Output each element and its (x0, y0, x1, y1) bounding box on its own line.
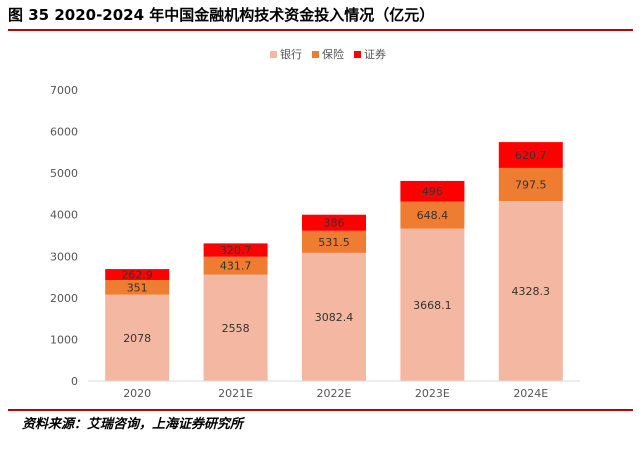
bar-segment (400, 180, 465, 202)
bar-segment (302, 214, 366, 231)
y-tick-label: 0 (71, 375, 78, 388)
legend-swatch (312, 51, 319, 58)
legend-label: 银行 (280, 47, 302, 61)
data-label: 3082.4 (315, 311, 354, 324)
x-tick-label: 2022E (317, 387, 352, 400)
data-label: 320.7 (220, 244, 252, 257)
bar-segment (400, 228, 465, 381)
y-tick-label: 1000 (50, 333, 78, 346)
data-label: 496 (422, 185, 443, 198)
y-tick-label: 5000 (50, 167, 78, 180)
bar-segment (498, 201, 563, 381)
y-tick-label: 3000 (50, 250, 78, 263)
data-label: 431.7 (220, 260, 252, 273)
bar-segment (105, 280, 170, 295)
legend-swatch (354, 51, 361, 58)
title-rule (8, 29, 633, 31)
data-label: 386 (324, 217, 345, 230)
data-label: 2078 (123, 332, 151, 345)
y-tick-label: 6000 (50, 126, 78, 139)
bar-segment (203, 256, 268, 275)
bar-segment (302, 230, 366, 253)
chart-legend: 银行 保险 证券 (270, 47, 386, 61)
data-label: 620.7 (515, 149, 547, 162)
bar-segment (400, 201, 465, 229)
legend-swatch (270, 51, 277, 58)
data-label: 2558 (222, 322, 250, 335)
bar-segment (203, 243, 268, 257)
legend-label: 保险 (322, 47, 344, 61)
data-label: 3668.1 (413, 299, 452, 312)
x-tick-label: 2021E (218, 387, 253, 400)
y-axis: 0 1000 2000 3000 4000 5000 6000 7000 (50, 84, 78, 388)
x-axis: 2020 2021E 2022E 2023E 2024E (88, 380, 580, 400)
bar-segment (105, 269, 170, 281)
bar-segment (498, 167, 563, 202)
y-tick-label: 7000 (50, 84, 78, 97)
x-tick-label: 2023E (415, 387, 450, 400)
data-label: 262.9 (121, 269, 153, 282)
y-tick-label: 4000 (50, 209, 78, 222)
bar-segment (302, 252, 366, 381)
data-label: 531.5 (318, 236, 350, 249)
source-note: 资料来源：艾瑞咨询，上海证券研究所 (22, 417, 244, 432)
bar-segment (203, 274, 268, 381)
x-tick-label: 2020 (123, 387, 151, 400)
bar-segment (498, 142, 563, 168)
footer-rule (8, 409, 633, 411)
figure-title: 图 35 2020-2024 年中国金融机构技术资金投入情况（亿元） (8, 6, 435, 24)
data-label: 351 (127, 281, 148, 294)
bar-segment (105, 294, 170, 381)
data-label: 4328.3 (512, 285, 551, 298)
y-tick-label: 2000 (50, 292, 78, 305)
x-tick-label: 2024E (513, 387, 548, 400)
legend-label: 证券 (364, 47, 386, 61)
data-label: 648.4 (417, 209, 449, 222)
data-label: 797.5 (515, 178, 547, 191)
